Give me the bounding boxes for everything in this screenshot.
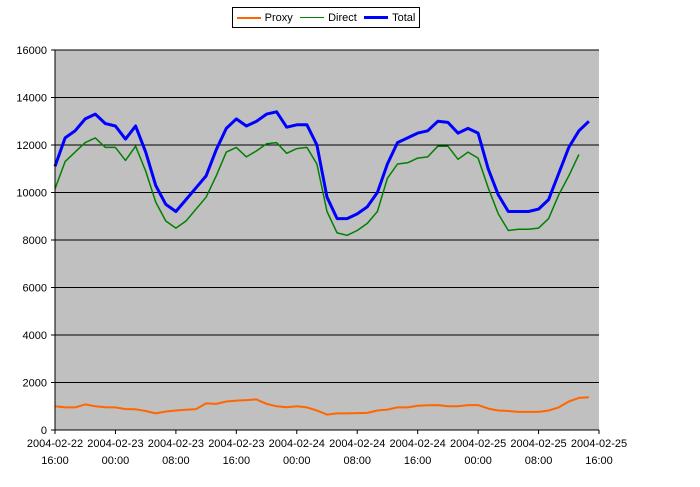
x-tick-label: 2004-02-22 16:00 — [27, 438, 83, 467]
y-tick-label: 14000 — [16, 93, 47, 105]
x-tick-label: 2004-02-23 16:00 — [208, 438, 264, 467]
y-axis-tick-labels: 0 2000 4000 6000 8000 10000 12000 14000 16000 — [16, 45, 55, 437]
series-line-total — [53, 110, 590, 221]
y-tick-label: 6000 — [23, 283, 47, 295]
y-tick-label: 8000 — [23, 235, 47, 247]
legend-item-total: Total — [364, 12, 415, 24]
y-tick-label: 2000 — [23, 378, 47, 390]
series-line-direct — [54, 137, 580, 237]
x-tick-label: 2004-02-25 16:00 — [571, 438, 627, 467]
legend-label-proxy: Proxy — [264, 11, 293, 24]
series-lines — [53, 110, 590, 416]
x-tick-label: 2004-02-24 08:00 — [329, 438, 385, 467]
legend-item-proxy: Proxy — [236, 11, 293, 24]
x-tick-label: 2004-02-24 00:00 — [269, 438, 325, 467]
axes — [54, 50, 599, 431]
legend-swatch-direct — [300, 17, 325, 18]
y-tick-label: 0 — [41, 425, 47, 437]
legend-label-total: Total — [392, 11, 416, 24]
legend-swatch-proxy — [236, 16, 261, 19]
y-tick-label: 4000 — [23, 330, 47, 342]
legend: Proxy Direct Total — [232, 7, 420, 28]
x-tick-label: 2004-02-24 16:00 — [390, 438, 446, 467]
legend-swatch-total — [364, 16, 389, 19]
y-tick-label: 16000 — [16, 45, 47, 57]
x-tick-label: 2004-02-23 00:00 — [87, 438, 143, 467]
x-tick-label: 2004-02-23 08:00 — [148, 438, 204, 467]
legend-item-direct: Direct — [300, 12, 357, 24]
x-tick-label: 2004-02-25 00:00 — [450, 438, 506, 467]
series-line-proxy — [54, 396, 589, 416]
y-tick-label: 12000 — [16, 140, 47, 152]
legend-label-direct: Direct — [328, 11, 357, 24]
x-tick-label: 2004-02-25 08:00 — [510, 438, 566, 467]
y-tick-label: 10000 — [16, 188, 47, 200]
gridlines — [55, 49, 599, 383]
